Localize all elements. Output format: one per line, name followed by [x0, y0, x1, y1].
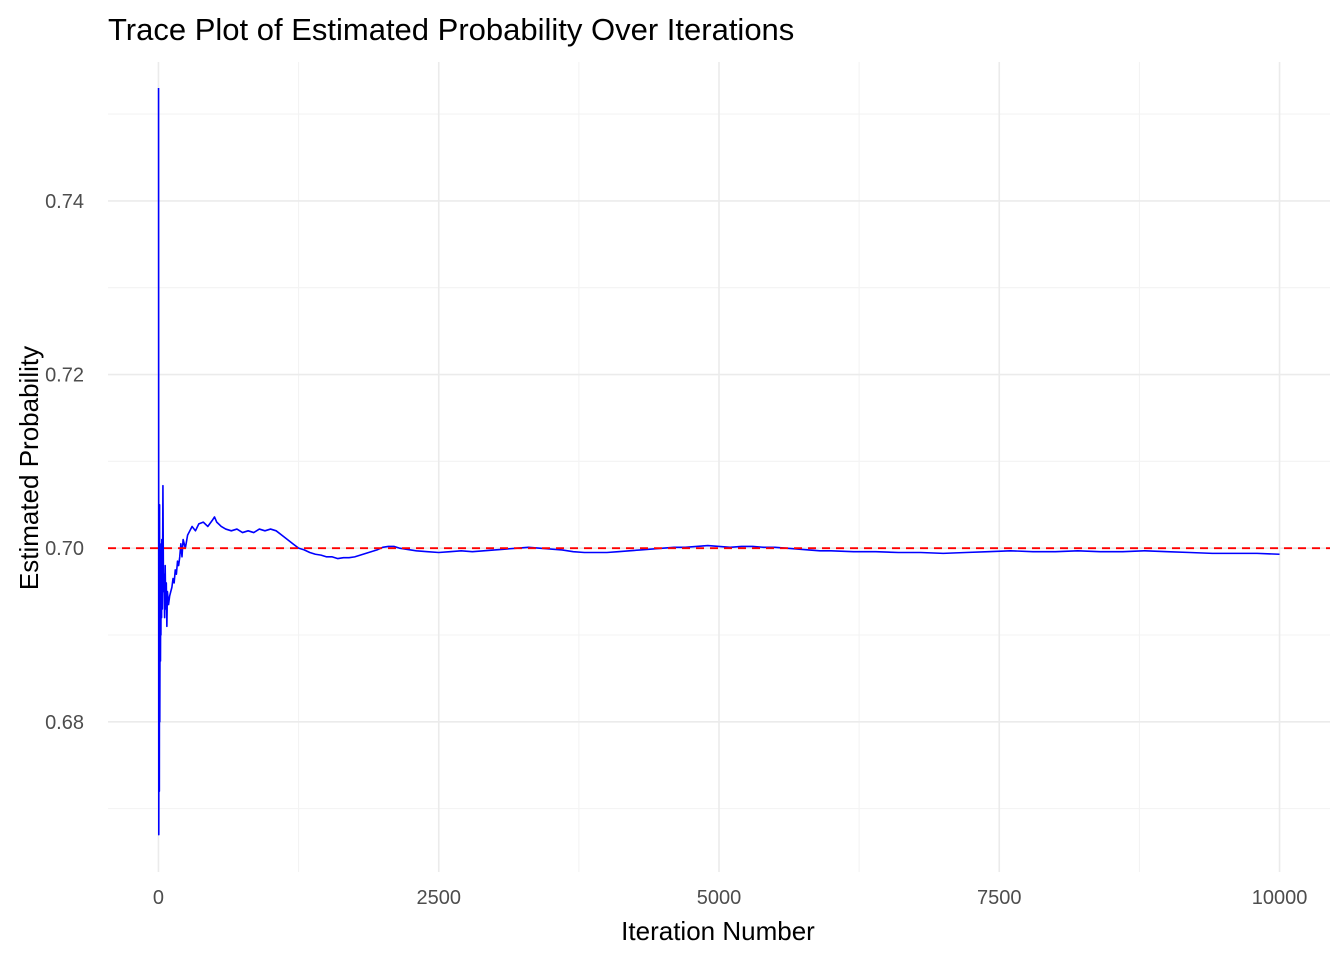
- series-line-1: [157, 88, 1280, 836]
- x-tick-label: 2500: [416, 887, 461, 909]
- x-tick-label: 5000: [697, 887, 742, 909]
- x-axis-ticks: 0 2500 5000 7500 10000: [153, 887, 1307, 909]
- y-tick-label: 0.70: [45, 538, 84, 560]
- x-tick-label: 10000: [1252, 887, 1308, 909]
- x-tick-label: 7500: [977, 887, 1022, 909]
- series: [157, 88, 1280, 836]
- x-axis-title: Iteration Number: [621, 916, 815, 946]
- grid: [108, 62, 1330, 872]
- y-axis-title: Estimated Probability: [14, 346, 44, 590]
- y-tick-label: 0.74: [45, 191, 84, 213]
- y-tick-label: 0.68: [45, 712, 84, 734]
- x-tick-label: 0: [153, 887, 164, 909]
- chart-title: Trace Plot of Estimated Probability Over…: [108, 12, 794, 47]
- y-axis-ticks: 0.68 0.70 0.72 0.74: [45, 191, 84, 734]
- y-tick-label: 0.72: [45, 365, 84, 387]
